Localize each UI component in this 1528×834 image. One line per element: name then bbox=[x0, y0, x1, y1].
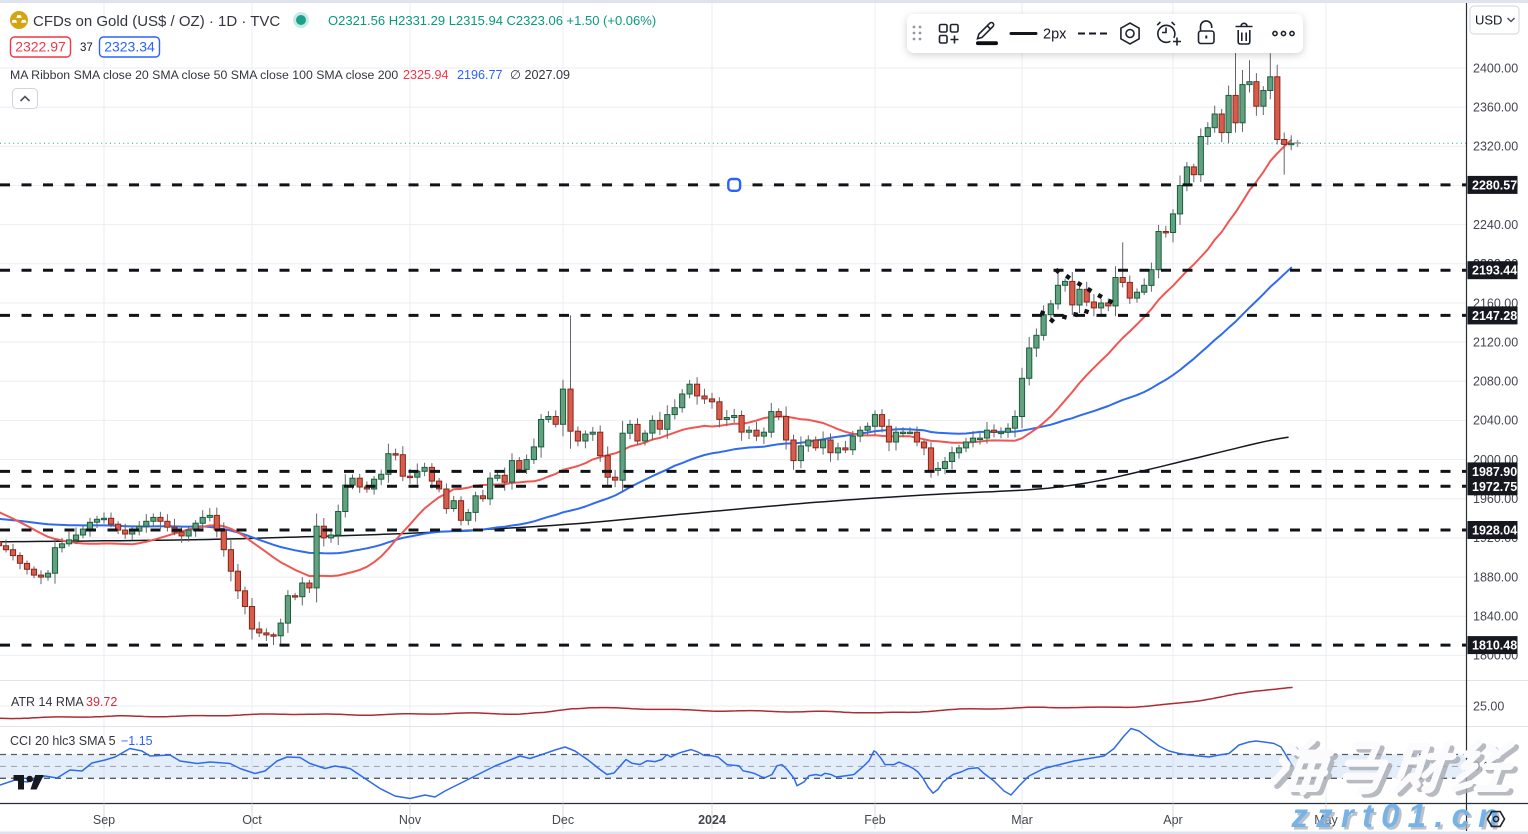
svg-text:1987.90: 1987.90 bbox=[1472, 465, 1517, 479]
svg-text:39.72: 39.72 bbox=[86, 695, 117, 709]
svg-text:Nov: Nov bbox=[399, 813, 422, 827]
svg-text:37: 37 bbox=[80, 42, 93, 54]
svg-text:25.00: 25.00 bbox=[1473, 699, 1504, 713]
svg-text:2240.00: 2240.00 bbox=[1473, 218, 1518, 232]
svg-text:1972.75: 1972.75 bbox=[1472, 480, 1517, 494]
svg-text:1960.00: 1960.00 bbox=[1473, 492, 1518, 506]
svg-text:USD: USD bbox=[1475, 13, 1502, 28]
svg-text:2280.57: 2280.57 bbox=[1472, 178, 1517, 192]
svg-text:CCI 20 hlc3 SMA 5: CCI 20 hlc3 SMA 5 bbox=[10, 734, 116, 748]
svg-text:2196.77: 2196.77 bbox=[457, 68, 503, 82]
svg-text:2193.44: 2193.44 bbox=[1472, 264, 1517, 278]
svg-text:Sep: Sep bbox=[93, 813, 115, 827]
svg-text:∅ 2027.09: ∅ 2027.09 bbox=[510, 68, 570, 82]
svg-text:1810.48: 1810.48 bbox=[1472, 639, 1517, 653]
svg-text:2080.00: 2080.00 bbox=[1473, 375, 1518, 389]
svg-text:zzrt01.cn: zzrt01.cn bbox=[1291, 797, 1507, 834]
svg-text:1840.00: 1840.00 bbox=[1473, 610, 1518, 624]
svg-text:Apr: Apr bbox=[1163, 813, 1182, 827]
svg-text:2322.97: 2322.97 bbox=[15, 39, 66, 55]
svg-text:Mar: Mar bbox=[1011, 813, 1033, 827]
svg-text:CFDs on Gold (US$ / OZ) · 1D ·: CFDs on Gold (US$ / OZ) · 1D · TVC bbox=[33, 13, 280, 30]
svg-text:2px: 2px bbox=[1043, 27, 1067, 43]
svg-text:2120.00: 2120.00 bbox=[1473, 335, 1518, 349]
svg-text:−1.15: −1.15 bbox=[121, 734, 153, 748]
svg-text:ATR 14 RMA: ATR 14 RMA bbox=[11, 695, 84, 709]
svg-text:MA Ribbon SMA close 20 SMA clo: MA Ribbon SMA close 20 SMA close 50 SMA … bbox=[10, 68, 398, 82]
svg-text:Feb: Feb bbox=[864, 813, 886, 827]
svg-text:zzrt01.cn: zzrt01.cn bbox=[1293, 800, 1509, 834]
svg-text:2024: 2024 bbox=[698, 813, 726, 827]
svg-text:O2321.56 H2331.29 L2315.94 C23: O2321.56 H2331.29 L2315.94 C2323.06 +1.5… bbox=[328, 13, 656, 28]
svg-text:1880.00: 1880.00 bbox=[1473, 570, 1518, 584]
svg-text:2320.00: 2320.00 bbox=[1473, 140, 1518, 154]
svg-text:2325.94: 2325.94 bbox=[403, 68, 449, 82]
svg-text:2147.28: 2147.28 bbox=[1472, 309, 1517, 323]
svg-text:1928.04: 1928.04 bbox=[1472, 524, 1517, 538]
svg-text:2040.00: 2040.00 bbox=[1473, 414, 1518, 428]
svg-text:May: May bbox=[1314, 813, 1338, 827]
svg-text:2400.00: 2400.00 bbox=[1473, 61, 1518, 75]
svg-text:2323.34: 2323.34 bbox=[104, 39, 155, 55]
svg-text:2360.00: 2360.00 bbox=[1473, 101, 1518, 115]
svg-text:Dec: Dec bbox=[552, 813, 574, 827]
svg-text:Oct: Oct bbox=[242, 813, 262, 827]
